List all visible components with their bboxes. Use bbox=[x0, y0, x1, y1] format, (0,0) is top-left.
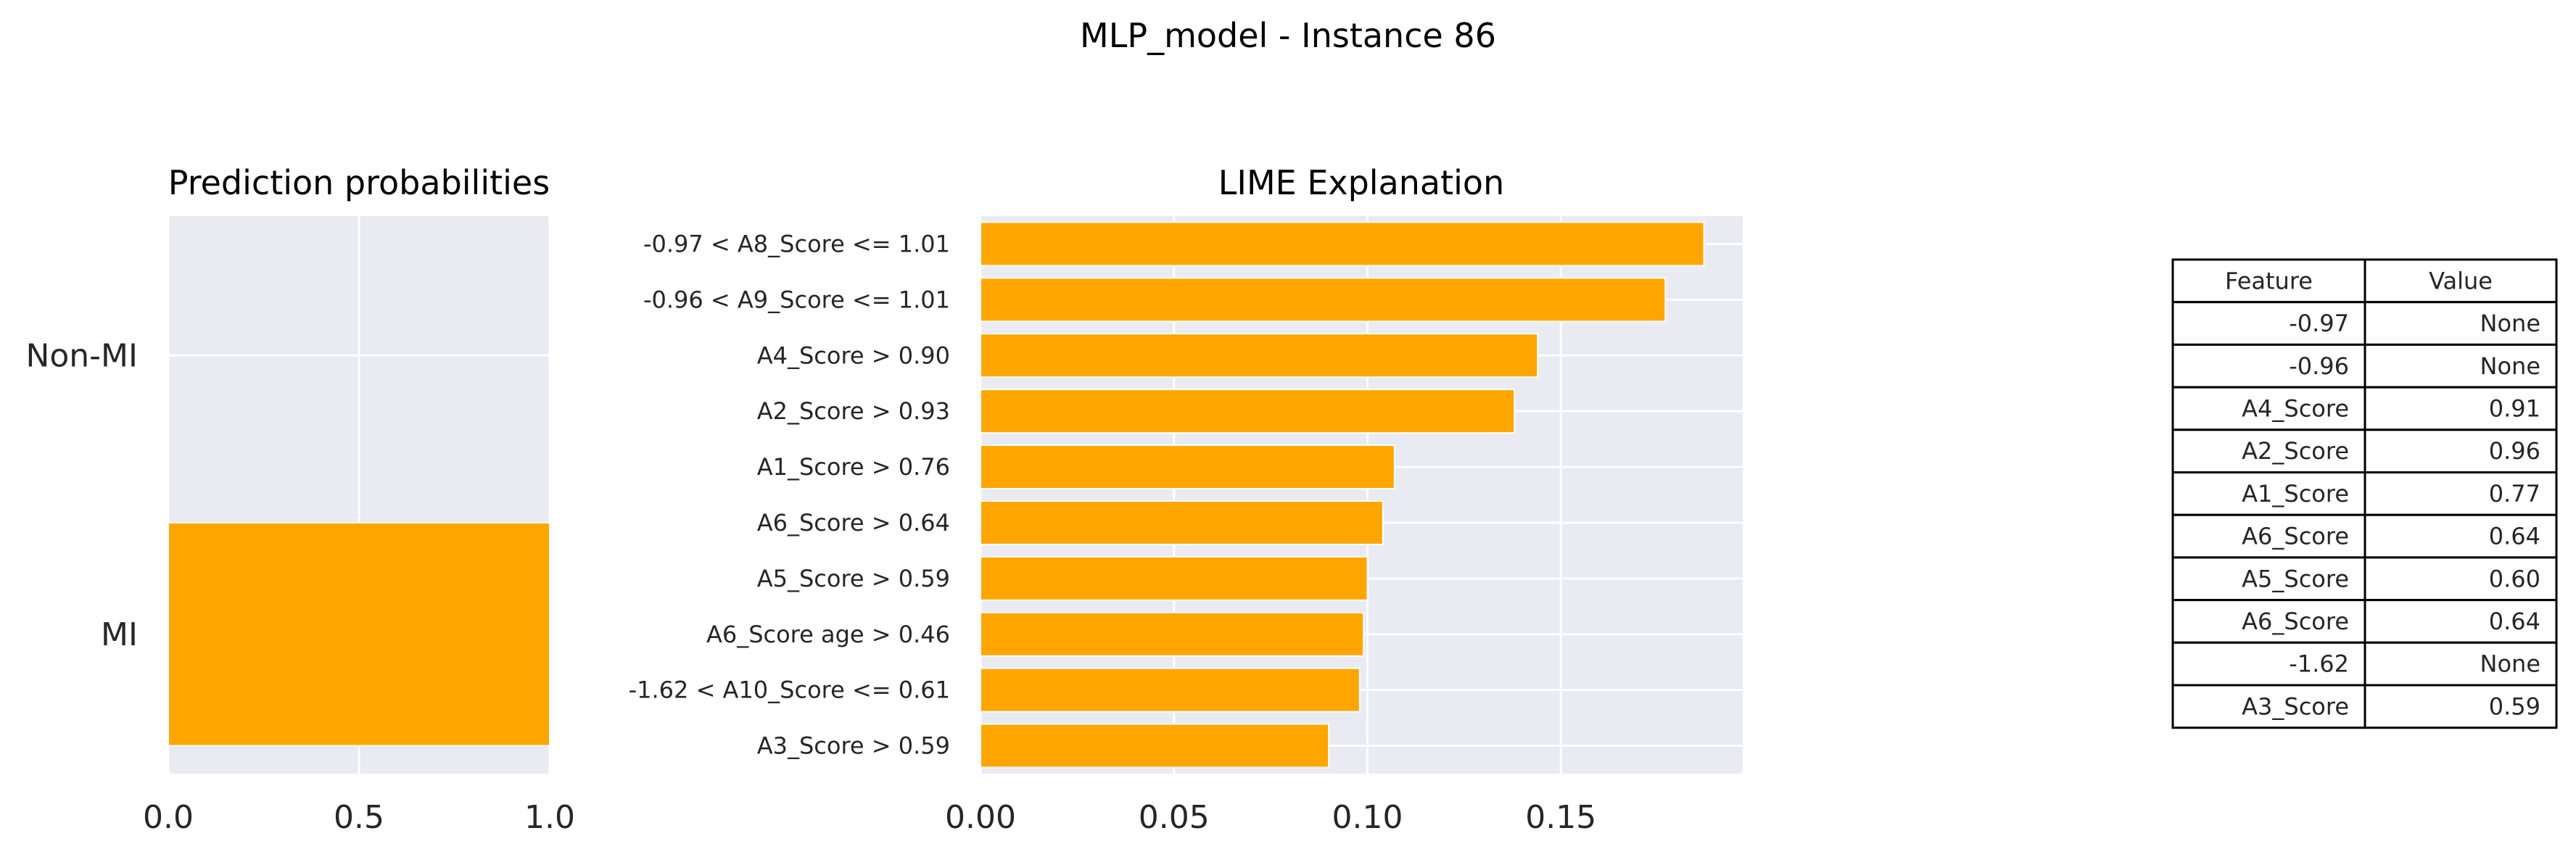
x-tick-label: 0.05 bbox=[1139, 799, 1210, 836]
feature-weight-bar bbox=[980, 555, 1368, 601]
feature-weight-bar bbox=[980, 444, 1395, 490]
lime-explanation-panel: LIME Explanation 0.00 0.05 0.10 0.15 -0.97 <… bbox=[629, 163, 1743, 836]
table-feature-cell: A3_Score bbox=[2242, 692, 2349, 720]
y-category-label: Non-MI bbox=[25, 337, 138, 374]
table-cell bbox=[2171, 684, 2366, 729]
table-feature-cell: -0.97 bbox=[2289, 310, 2349, 337]
table-feature-cell: A1_Score bbox=[2242, 480, 2349, 508]
table-feature-cell: A5_Score bbox=[2242, 565, 2349, 592]
feature-weight-bar bbox=[980, 611, 1365, 657]
x-tick-label: 0.00 bbox=[945, 799, 1016, 836]
table-value-cell: 0.91 bbox=[2489, 394, 2540, 422]
table-cell bbox=[2364, 684, 2558, 729]
table-cell bbox=[2171, 386, 2366, 431]
table-value-cell: 0.96 bbox=[2489, 437, 2540, 465]
table-value-cell: 0.64 bbox=[2489, 608, 2540, 635]
x-tick-label: 0.0 bbox=[143, 799, 194, 836]
feature-weight-bar bbox=[980, 667, 1361, 713]
feature-rule-label: -0.97 < A8_Score <= 1.01 bbox=[643, 230, 950, 257]
feature-weight-bar bbox=[980, 723, 1330, 769]
feature-rule-label: A2_Score > 0.93 bbox=[757, 397, 950, 425]
feature-rule-label: A5_Score > 0.59 bbox=[757, 565, 950, 592]
feature-rule-label: A3_Score > 0.59 bbox=[757, 732, 950, 760]
feature-rule-label: A6_Score age > 0.46 bbox=[706, 621, 950, 648]
x-tick-label: 0.5 bbox=[334, 799, 384, 836]
table-cell bbox=[2364, 556, 2558, 602]
prediction-probabilities-panel: Prediction probabilities 0.0 0.5 1.0 Non-MI… bbox=[25, 163, 575, 836]
feature-rule-label: A4_Score > 0.90 bbox=[757, 341, 950, 369]
x-tick-label: 1.0 bbox=[524, 799, 575, 836]
feature-weight-bar bbox=[980, 333, 1539, 378]
figure-title: MLP_model - Instance 86 bbox=[1080, 16, 1496, 55]
table-value-cell: 0.59 bbox=[2489, 692, 2540, 720]
table-feature-cell: A6_Score bbox=[2242, 523, 2349, 550]
table-cell bbox=[2364, 513, 2558, 559]
table-value-cell: None bbox=[2480, 650, 2540, 678]
table-cell bbox=[2364, 343, 2558, 389]
table-feature-cell: -0.96 bbox=[2289, 352, 2349, 380]
table-cell bbox=[2171, 513, 2366, 559]
table-cell bbox=[2171, 641, 2366, 687]
table-cell bbox=[2171, 258, 2366, 304]
prediction-probabilities-title: Prediction probabilities bbox=[168, 163, 550, 202]
table-value-cell: 0.60 bbox=[2489, 565, 2540, 592]
table-feature-cell: A2_Score bbox=[2242, 437, 2349, 465]
feature-value-table: Feature Value -0.97 None -0.96 None A4_Score 0.… bbox=[2171, 258, 2558, 729]
table-cell bbox=[2364, 301, 2558, 346]
feature-rule-label: -1.62 < A10_Score <= 0.61 bbox=[629, 676, 950, 704]
table-feature-cell: A4_Score bbox=[2242, 394, 2349, 422]
table-cell bbox=[2364, 641, 2558, 687]
feature-weight-bar bbox=[980, 389, 1516, 434]
table-feature-cell: A6_Score bbox=[2242, 608, 2349, 635]
table-feature-cell: -1.62 bbox=[2289, 650, 2349, 678]
table-value-cell: 0.64 bbox=[2489, 523, 2540, 550]
feature-weight-bar bbox=[980, 221, 1705, 267]
feature-rule-label: -0.96 < A9_Score <= 1.01 bbox=[643, 286, 950, 313]
feature-rule-label: A6_Score > 0.64 bbox=[757, 509, 950, 537]
feature-weight-bar bbox=[980, 500, 1384, 545]
table-header-value: Value bbox=[2429, 267, 2493, 294]
x-tick-label: 0.15 bbox=[1525, 799, 1596, 836]
table-header-feature: Feature bbox=[2225, 267, 2313, 294]
table-value-cell: None bbox=[2480, 352, 2540, 380]
table-cell bbox=[2171, 599, 2366, 644]
table-value-cell: None bbox=[2480, 310, 2540, 337]
y-category-label: MI bbox=[101, 616, 138, 653]
lime-explanation-title: LIME Explanation bbox=[1218, 163, 1504, 202]
feature-rule-label: A1_Score > 0.76 bbox=[757, 453, 950, 481]
x-tick-label: 0.10 bbox=[1332, 799, 1403, 836]
probability-bar bbox=[168, 521, 550, 747]
feature-weight-bar bbox=[980, 277, 1667, 323]
table-value-cell: 0.77 bbox=[2489, 480, 2540, 508]
